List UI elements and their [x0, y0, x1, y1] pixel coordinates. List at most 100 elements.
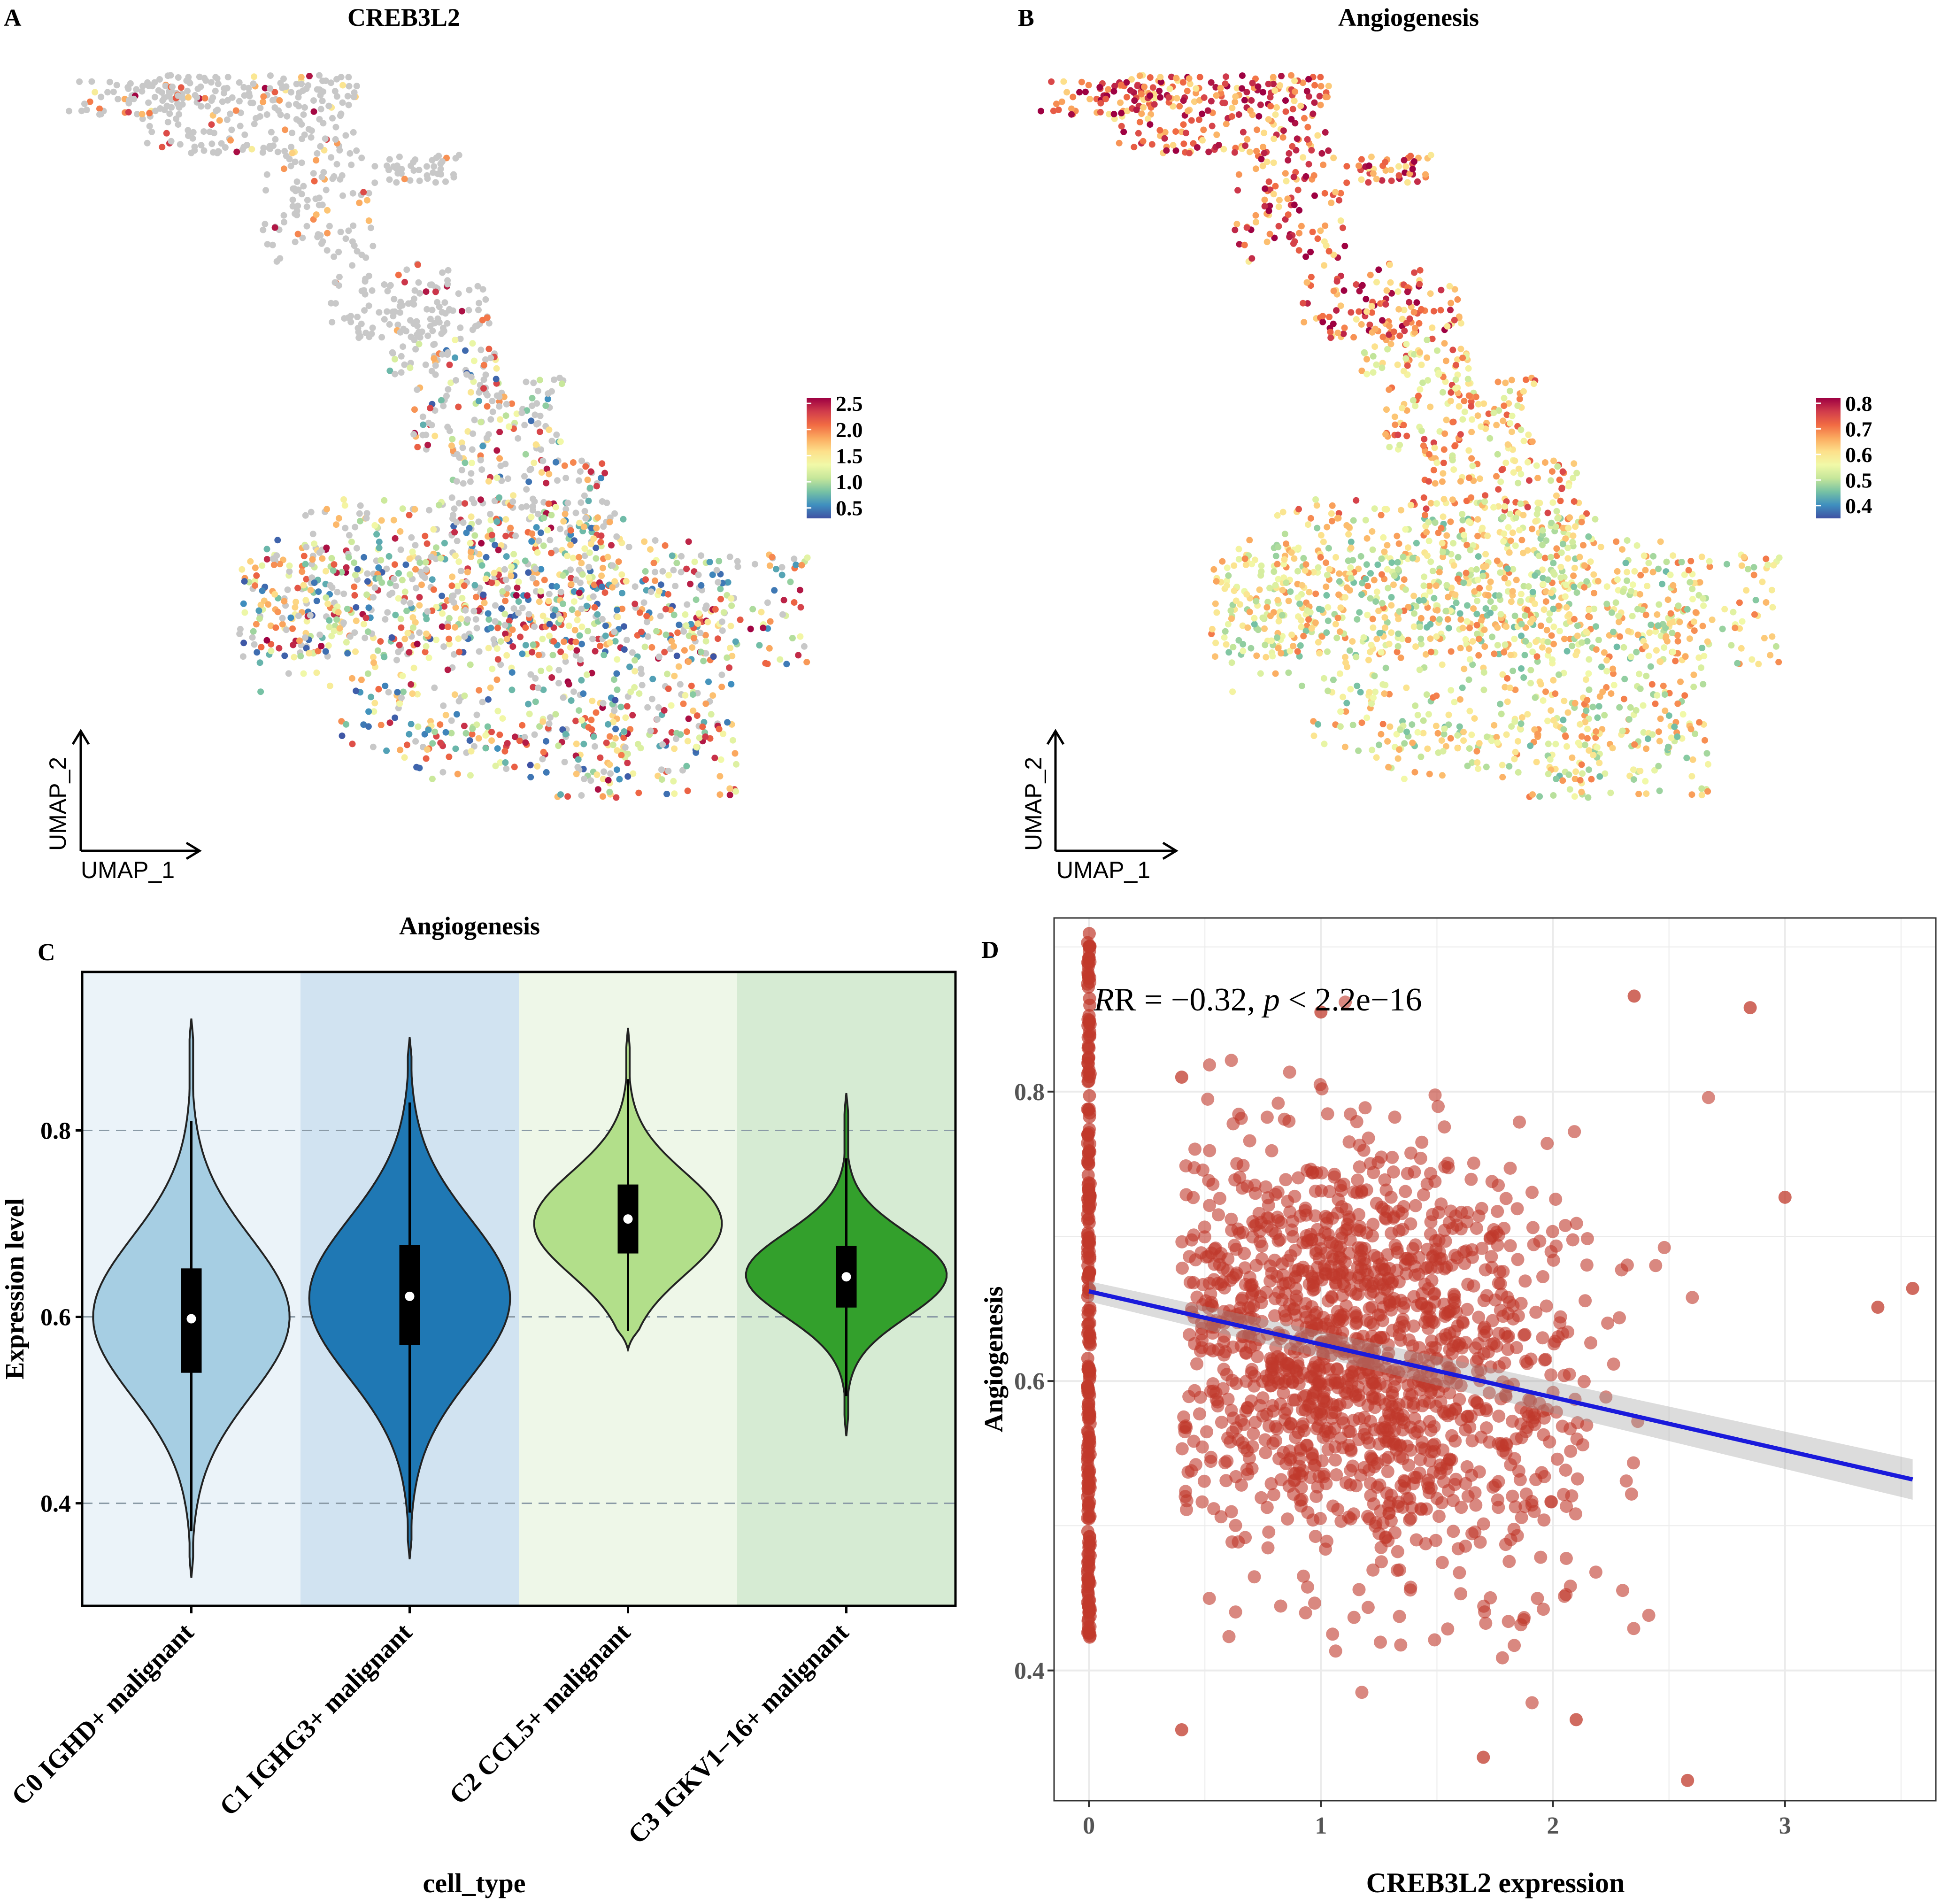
cell-point	[1356, 288, 1363, 294]
cell-point	[1610, 666, 1616, 672]
cell-point	[1261, 150, 1268, 156]
cell-point	[1254, 126, 1260, 133]
cell-point	[597, 539, 604, 546]
cell-point	[1311, 172, 1317, 179]
cell-point	[155, 87, 162, 94]
cell-point	[1455, 576, 1461, 582]
cell-point	[1466, 708, 1473, 714]
cell-point	[542, 402, 549, 409]
cell-point	[448, 717, 455, 724]
cell-point	[557, 439, 564, 445]
cell-point	[1745, 566, 1751, 572]
cell-point	[1619, 728, 1626, 734]
cell-point	[1440, 748, 1447, 755]
cell-point	[1563, 733, 1569, 740]
cell-point	[612, 726, 619, 732]
cell-point	[1076, 89, 1083, 95]
cell-point	[1401, 368, 1407, 374]
cell-point	[1369, 747, 1375, 753]
cell-point	[672, 583, 678, 589]
cell-point	[1542, 459, 1548, 466]
cell-point	[1433, 693, 1440, 699]
cell-point	[1770, 604, 1776, 610]
cell-point	[1475, 765, 1481, 772]
cell-point	[1335, 592, 1342, 598]
cell-point	[1347, 686, 1354, 693]
cell-point	[1294, 594, 1301, 601]
cell-point	[1308, 515, 1314, 522]
cell-point	[1273, 553, 1279, 559]
cell-point	[371, 179, 378, 186]
cell-point	[648, 644, 655, 651]
cell-point	[1082, 89, 1089, 95]
cell-point	[408, 681, 414, 688]
cell-point	[512, 532, 519, 539]
cell-point	[288, 144, 294, 150]
cell-point	[670, 643, 677, 650]
cell-point	[546, 501, 552, 507]
cell-point	[1357, 689, 1364, 695]
cell-point	[577, 656, 584, 663]
cell-point	[1534, 511, 1540, 517]
cell-point	[445, 349, 451, 356]
cell-point	[431, 685, 438, 691]
cell-point	[400, 343, 406, 350]
cell-point	[1619, 546, 1625, 553]
cell-point	[1363, 371, 1370, 378]
cell-point	[339, 193, 346, 199]
cell-point	[416, 629, 423, 636]
cell-point	[444, 281, 451, 287]
cell-point	[1761, 635, 1768, 641]
cell-point	[485, 610, 492, 617]
cell-point	[1382, 159, 1388, 166]
cell-point	[1336, 578, 1343, 585]
cell-point	[328, 633, 335, 640]
cell-point	[359, 288, 365, 294]
cell-point	[1561, 698, 1567, 704]
cell-point	[440, 643, 447, 650]
cell-point	[327, 683, 333, 689]
cell-point	[493, 365, 500, 372]
cell-point	[1564, 743, 1570, 750]
cell-point	[1253, 653, 1260, 659]
cell-point	[1418, 306, 1425, 313]
cell-point	[769, 554, 776, 561]
cell-point	[612, 638, 619, 645]
cell-point	[663, 791, 670, 797]
cell-point	[1402, 586, 1409, 593]
cell-point	[1253, 165, 1259, 172]
cell-point	[1590, 704, 1596, 710]
cell-point	[290, 185, 296, 192]
cell-point	[301, 553, 308, 559]
cell-point	[624, 637, 630, 643]
cell-point	[1316, 606, 1323, 612]
cell-point	[1317, 554, 1324, 561]
cell-point	[428, 554, 435, 560]
cell-point	[549, 438, 555, 444]
cell-point	[1557, 498, 1564, 504]
cell-point	[1657, 658, 1664, 665]
cell-point	[494, 708, 501, 714]
cell-point	[1236, 111, 1242, 118]
cell-point	[502, 516, 509, 523]
cell-point	[258, 644, 264, 650]
cell-point	[383, 748, 390, 754]
cell-point	[1156, 127, 1163, 134]
cell-point	[237, 626, 244, 632]
cell-point	[439, 593, 445, 599]
cell-point	[1479, 525, 1486, 532]
cell-point	[1324, 648, 1331, 655]
cell-point	[651, 560, 657, 566]
cell-point	[483, 554, 490, 561]
cell-point	[1675, 602, 1682, 609]
cell-point	[410, 301, 417, 308]
cell-point	[1336, 570, 1342, 577]
cell-point	[241, 609, 248, 616]
cell-point	[1763, 555, 1769, 562]
cell-point	[1517, 598, 1524, 604]
cell-point	[1390, 581, 1397, 588]
cell-point	[222, 144, 229, 151]
cell-point	[613, 671, 620, 677]
cell-point	[1566, 611, 1572, 618]
cell-point	[1549, 656, 1556, 663]
